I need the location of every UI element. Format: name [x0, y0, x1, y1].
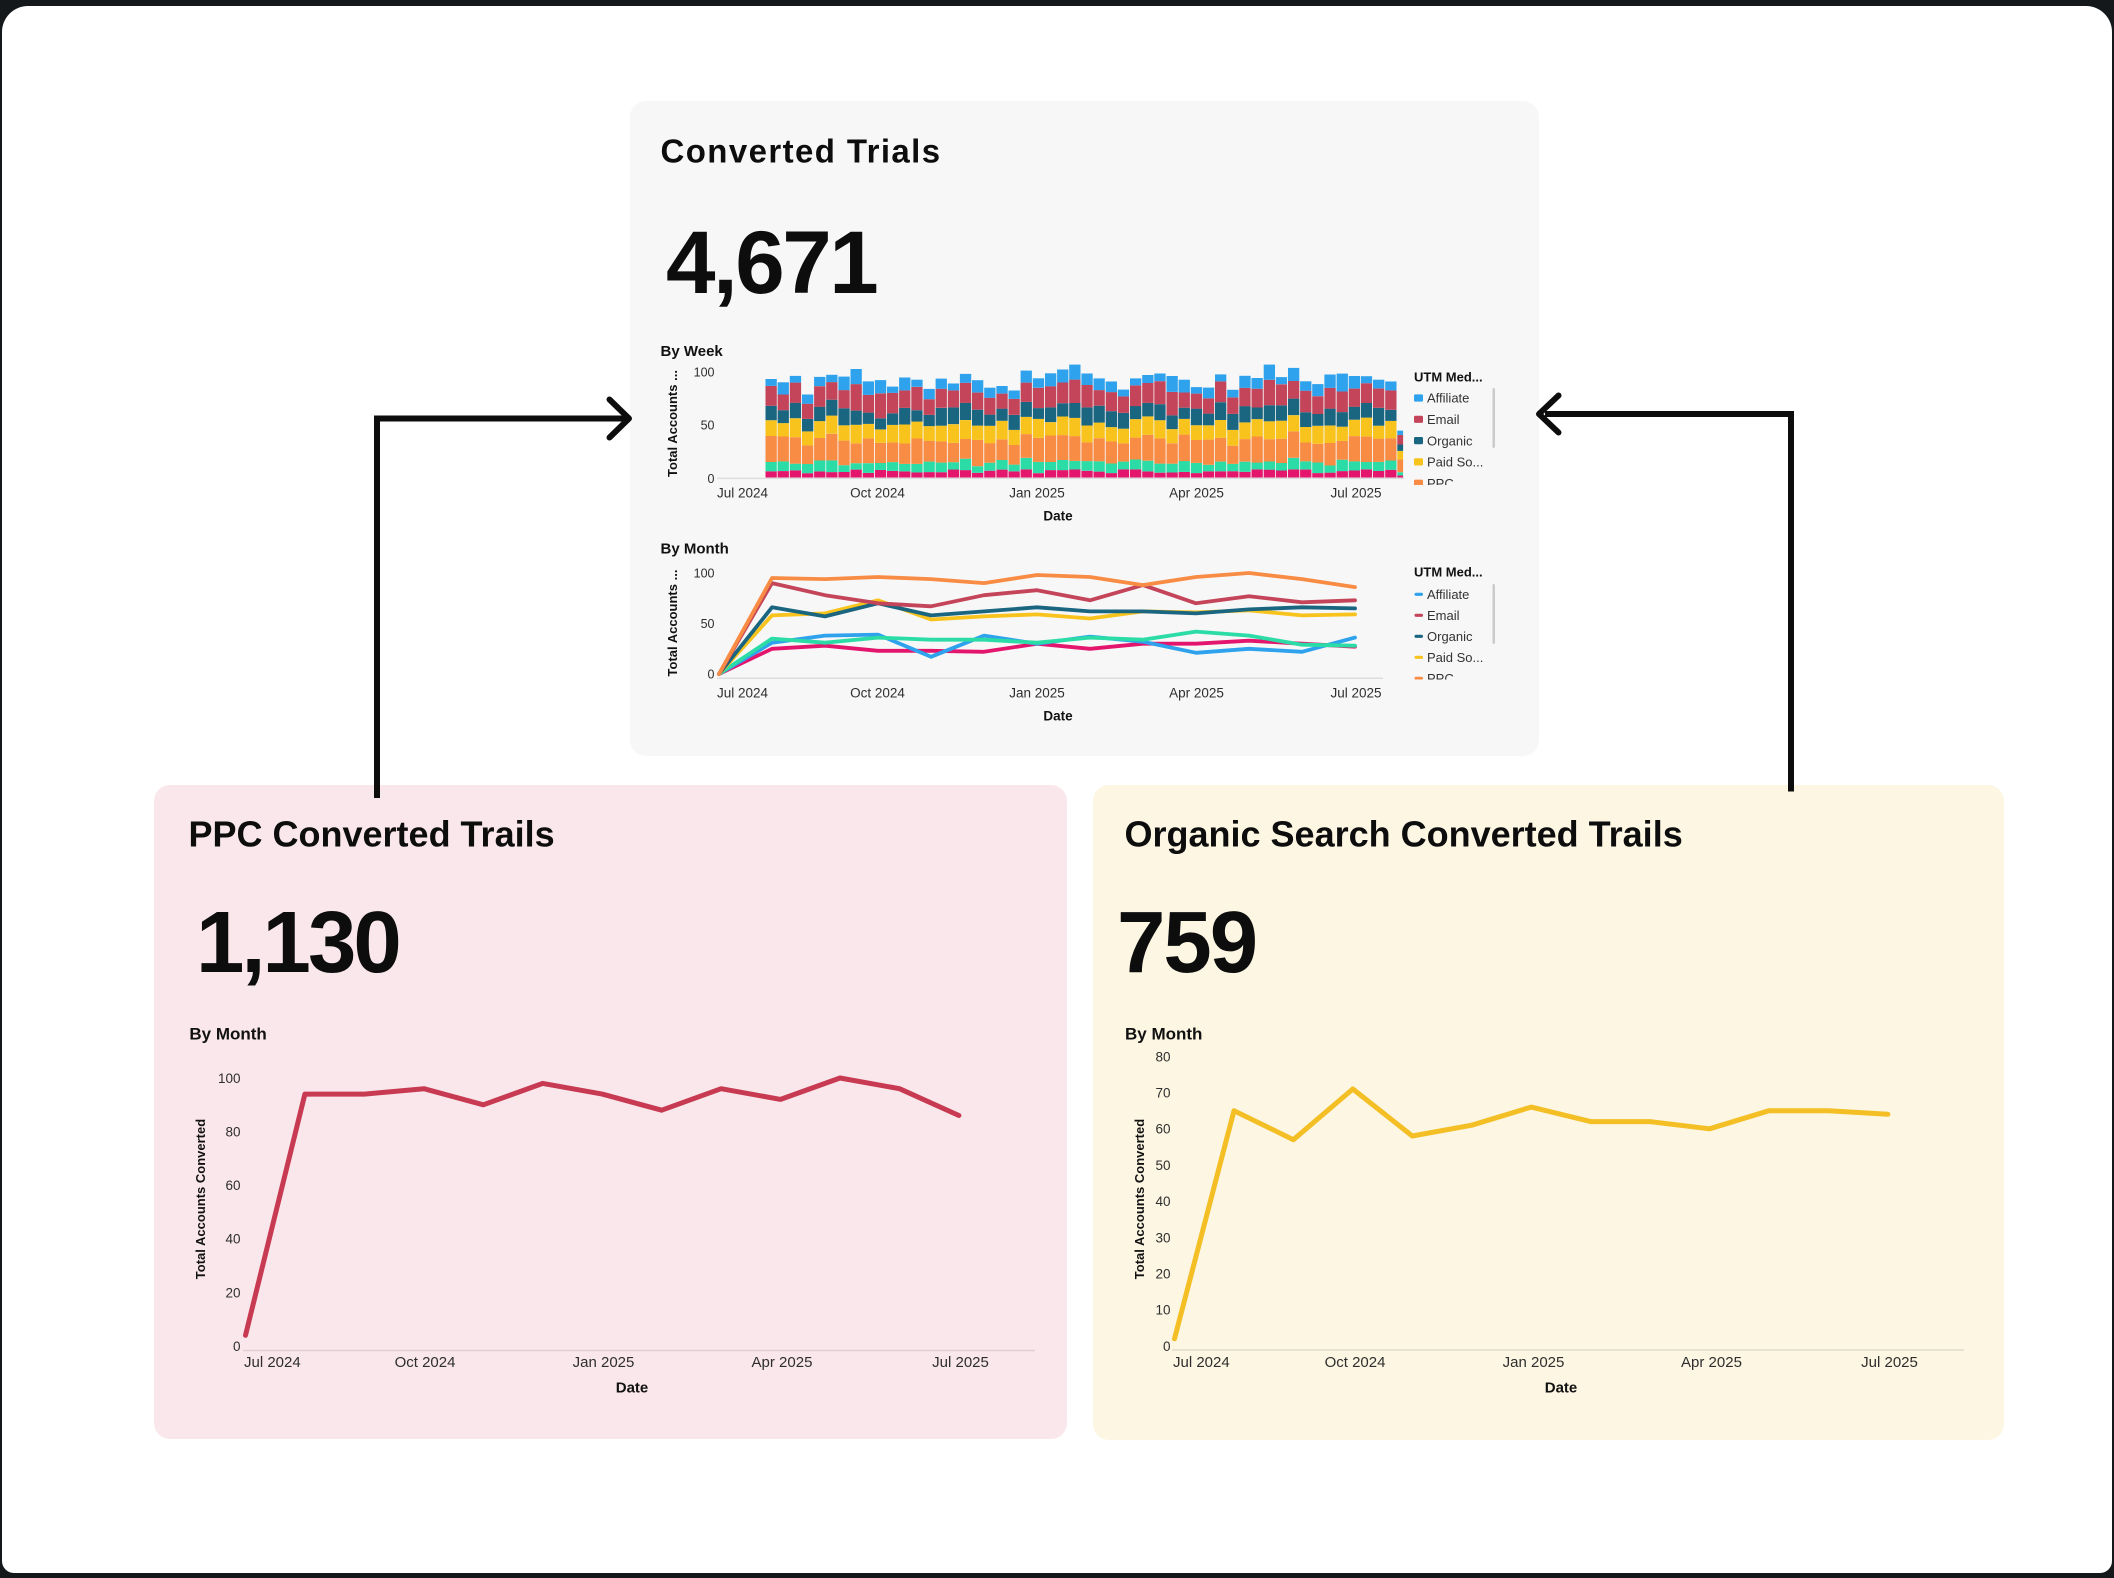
svg-text:By Month: By Month: [661, 541, 729, 558]
svg-text:0: 0: [708, 668, 715, 682]
svg-text:Jul 2025: Jul 2025: [932, 1354, 989, 1371]
svg-text:Date: Date: [1043, 708, 1073, 723]
svg-text:20: 20: [225, 1285, 240, 1300]
svg-text:Oct 2024: Oct 2024: [850, 486, 905, 501]
svg-text:100: 100: [218, 1071, 241, 1086]
svg-text:PPC Converted Trails: PPC Converted Trails: [189, 813, 555, 854]
svg-text:40: 40: [225, 1232, 240, 1247]
svg-text:4,671: 4,671: [666, 212, 877, 312]
svg-text:0: 0: [233, 1339, 241, 1354]
svg-text:UTM Med...: UTM Med...: [1414, 370, 1483, 385]
svg-text:By Week: By Week: [661, 343, 724, 360]
svg-text:PPC: PPC: [1427, 671, 1454, 686]
svg-text:Date: Date: [616, 1380, 649, 1397]
svg-text:Oct 2024: Oct 2024: [1325, 1354, 1386, 1371]
svg-text:Jan 2025: Jan 2025: [1009, 685, 1065, 700]
svg-text:1,130: 1,130: [196, 894, 399, 991]
svg-text:Total Accounts ...: Total Accounts ...: [665, 370, 680, 477]
svg-text:Date: Date: [1043, 508, 1073, 523]
svg-text:60: 60: [1155, 1122, 1170, 1137]
svg-text:Jul 2025: Jul 2025: [1861, 1354, 1918, 1371]
svg-text:50: 50: [701, 617, 715, 631]
svg-text:Jul 2024: Jul 2024: [244, 1354, 301, 1371]
svg-text:By Month: By Month: [189, 1025, 266, 1044]
svg-text:40: 40: [1155, 1194, 1170, 1209]
svg-text:Organic Search Converted Trail: Organic Search Converted Trails: [1125, 813, 1683, 854]
svg-text:100: 100: [694, 567, 715, 581]
svg-text:Jul 2024: Jul 2024: [717, 486, 769, 501]
svg-text:Jan 2025: Jan 2025: [573, 1354, 635, 1371]
svg-text:Date: Date: [1545, 1380, 1578, 1397]
svg-text:Organic: Organic: [1427, 433, 1473, 448]
svg-text:Total Accounts Converted: Total Accounts Converted: [1132, 1119, 1147, 1279]
svg-text:Apr 2025: Apr 2025: [1169, 486, 1224, 501]
svg-text:759: 759: [1117, 894, 1256, 991]
svg-text:Total Accounts Converted: Total Accounts Converted: [193, 1119, 208, 1279]
svg-text:Jan 2025: Jan 2025: [1009, 486, 1065, 501]
svg-text:Paid So...: Paid So...: [1427, 455, 1483, 470]
svg-text:Apr 2025: Apr 2025: [1169, 685, 1224, 700]
svg-text:UTM Med...: UTM Med...: [1414, 565, 1483, 580]
svg-text:20: 20: [1155, 1267, 1170, 1282]
svg-text:50: 50: [1155, 1158, 1170, 1173]
svg-text:Affiliate: Affiliate: [1427, 391, 1469, 406]
svg-text:Oct 2024: Oct 2024: [395, 1354, 456, 1371]
svg-text:0: 0: [1163, 1339, 1171, 1354]
svg-text:Jan 2025: Jan 2025: [1503, 1354, 1565, 1371]
svg-text:50: 50: [701, 419, 715, 433]
svg-text:100: 100: [694, 366, 715, 380]
svg-text:80: 80: [225, 1125, 240, 1140]
svg-text:0: 0: [708, 472, 715, 486]
svg-text:Jul 2025: Jul 2025: [1330, 685, 1381, 700]
svg-text:Apr 2025: Apr 2025: [1681, 1354, 1742, 1371]
svg-text:80: 80: [1155, 1049, 1170, 1064]
svg-text:60: 60: [225, 1178, 240, 1193]
svg-text:70: 70: [1155, 1086, 1170, 1101]
svg-text:Oct 2024: Oct 2024: [850, 685, 905, 700]
svg-text:Paid So...: Paid So...: [1427, 650, 1483, 665]
svg-text:Jul 2025: Jul 2025: [1330, 486, 1381, 501]
svg-text:Apr 2025: Apr 2025: [752, 1354, 813, 1371]
svg-text:Jul 2024: Jul 2024: [717, 685, 769, 700]
svg-text:30: 30: [1155, 1230, 1170, 1245]
svg-text:Jul 2024: Jul 2024: [1173, 1354, 1230, 1371]
svg-text:Total Accounts ...: Total Accounts ...: [665, 570, 680, 677]
svg-text:Organic: Organic: [1427, 629, 1473, 644]
svg-text:Email: Email: [1427, 608, 1460, 623]
svg-text:PPC: PPC: [1427, 476, 1454, 491]
svg-text:By Month: By Month: [1125, 1025, 1202, 1044]
svg-text:Email: Email: [1427, 412, 1460, 427]
svg-text:Converted Trials: Converted Trials: [661, 133, 942, 170]
svg-text:Affiliate: Affiliate: [1427, 587, 1469, 602]
svg-text:10: 10: [1155, 1303, 1170, 1318]
